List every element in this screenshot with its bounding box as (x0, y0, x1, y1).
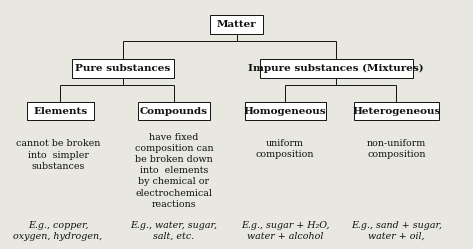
Text: E.g., copper,
oxygen, hydrogen,: E.g., copper, oxygen, hydrogen, (13, 221, 103, 241)
Text: cannot be broken
into  simpler
substances: cannot be broken into simpler substances (16, 139, 100, 171)
Text: Heterogeneous: Heterogeneous (352, 107, 441, 116)
Text: Impure substances (Mixtures): Impure substances (Mixtures) (248, 64, 424, 73)
FancyBboxPatch shape (72, 59, 174, 77)
Text: Compounds: Compounds (140, 107, 208, 116)
Text: Elements: Elements (33, 107, 88, 116)
FancyBboxPatch shape (245, 102, 326, 120)
FancyBboxPatch shape (138, 102, 210, 120)
Text: Pure substances: Pure substances (75, 64, 171, 73)
FancyBboxPatch shape (353, 102, 439, 120)
Text: Homogeneous: Homogeneous (244, 107, 326, 116)
Text: E.g., sand + sugar,
water + oil,: E.g., sand + sugar, water + oil, (351, 221, 442, 241)
FancyBboxPatch shape (210, 15, 263, 34)
Text: Matter: Matter (217, 20, 256, 29)
Text: non-uniform
composition: non-uniform composition (367, 139, 426, 159)
Text: E.g., water, sugar,
salt, etc.: E.g., water, sugar, salt, etc. (131, 221, 218, 241)
FancyBboxPatch shape (260, 59, 412, 77)
FancyBboxPatch shape (27, 102, 94, 120)
Text: uniform
composition: uniform composition (256, 139, 315, 159)
Text: E.g., sugar + H₂O,
water + alcohol: E.g., sugar + H₂O, water + alcohol (241, 221, 329, 241)
Text: have fixed
composition can
be broken down
into  elements
by chemical or
electroc: have fixed composition can be broken dow… (135, 133, 213, 209)
